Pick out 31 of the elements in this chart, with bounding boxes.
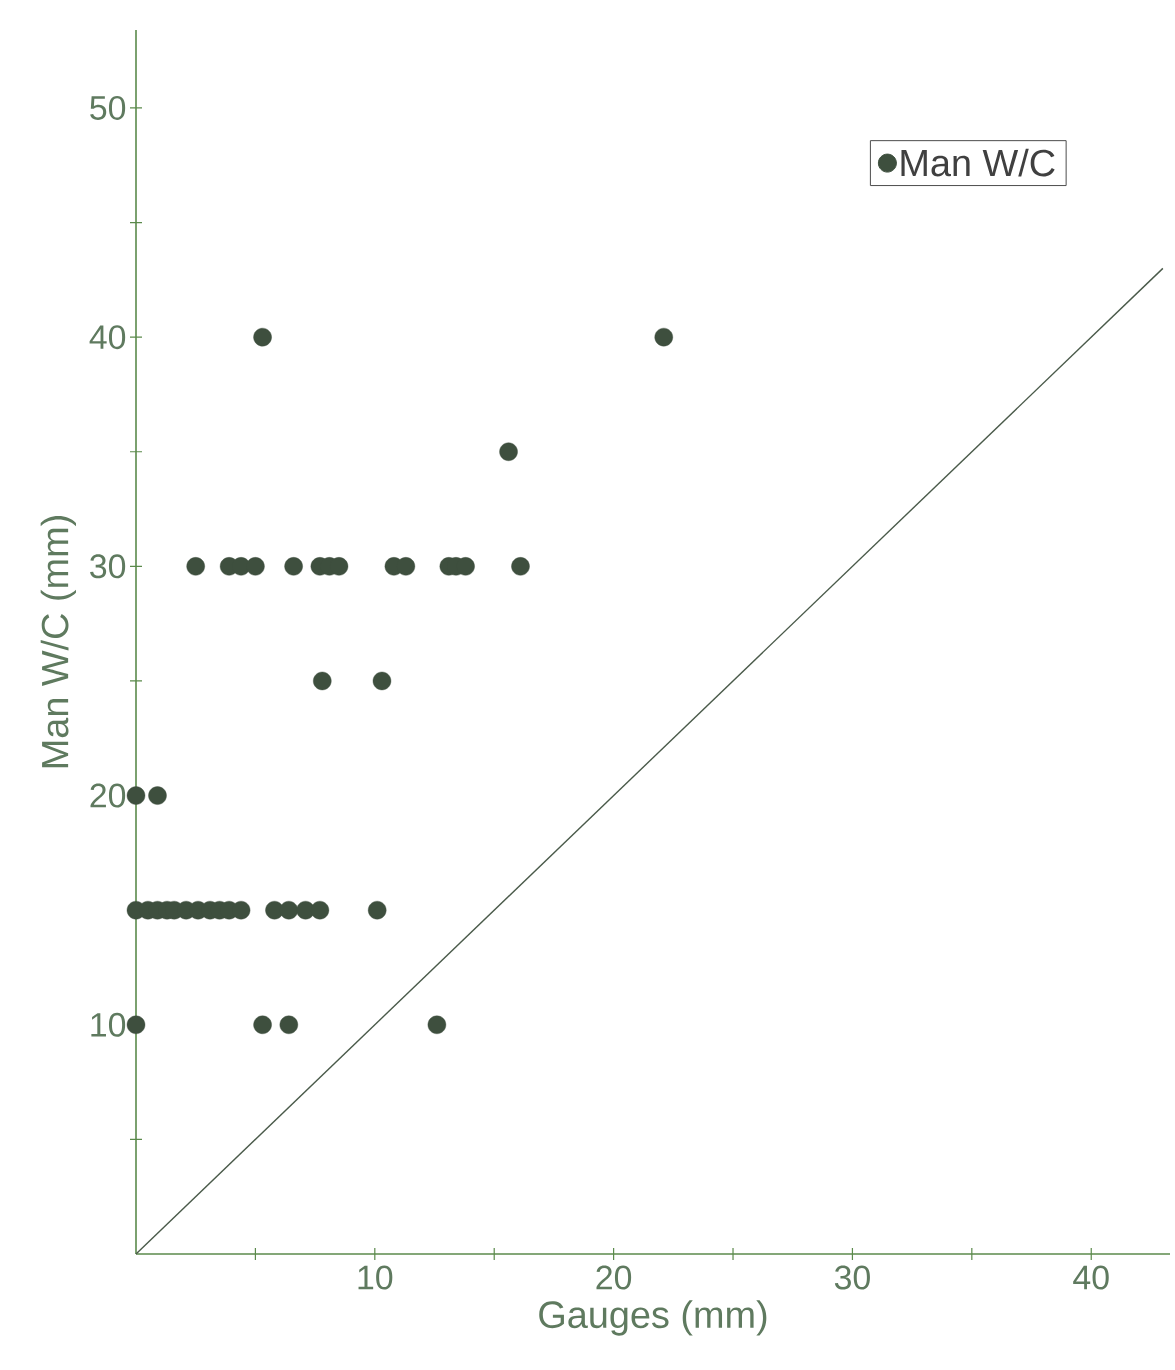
point <box>253 1015 272 1034</box>
point <box>368 900 387 920</box>
point <box>654 327 673 347</box>
y-tick-label: 30 <box>90 554 126 579</box>
point <box>279 1015 299 1034</box>
y-tick-label: 50 <box>90 95 126 120</box>
x-tick-label: 10 <box>358 1265 393 1290</box>
y-tick-label: 20 <box>90 783 126 808</box>
point <box>284 557 303 576</box>
x-axis-title: Gauges (mm) <box>539 1300 767 1336</box>
y-tick-label: 40 <box>89 325 126 350</box>
point <box>246 557 265 576</box>
legend-label: Man W/C <box>901 148 1055 177</box>
point <box>253 327 272 347</box>
x-tick-label: 30 <box>834 1265 870 1290</box>
point <box>310 900 330 920</box>
y-tick-label: 10 <box>91 1012 126 1037</box>
point <box>279 900 299 920</box>
y-axis-title: Man W/C (mm) <box>40 516 76 768</box>
point <box>396 557 416 576</box>
point <box>126 786 146 805</box>
point <box>511 557 530 576</box>
point <box>126 1015 146 1034</box>
point <box>148 786 167 805</box>
point <box>499 442 518 461</box>
point <box>427 1015 447 1034</box>
x-tick-label: 20 <box>596 1265 632 1290</box>
point <box>372 671 392 691</box>
point <box>186 557 205 576</box>
x-tick-label: 40 <box>1073 1265 1109 1290</box>
point <box>313 671 332 691</box>
